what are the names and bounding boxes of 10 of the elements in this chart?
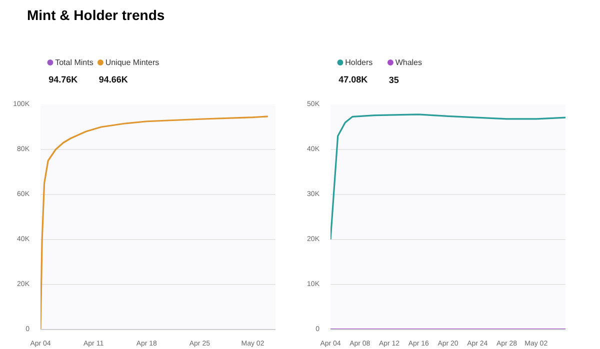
line-series <box>330 114 566 240</box>
chart-title: Mint & Holder trends <box>27 6 165 25</box>
text: 47.08K <box>338 74 368 84</box>
text: 94.76K <box>48 74 78 84</box>
legend-label: Unique Minters <box>105 58 160 67</box>
legend-label: Total Mints <box>55 58 94 67</box>
legend-label: Whales <box>395 58 422 67</box>
text: 94.66K <box>98 74 128 84</box>
text: 35 <box>388 75 399 85</box>
legend-label: Holders <box>345 58 373 67</box>
